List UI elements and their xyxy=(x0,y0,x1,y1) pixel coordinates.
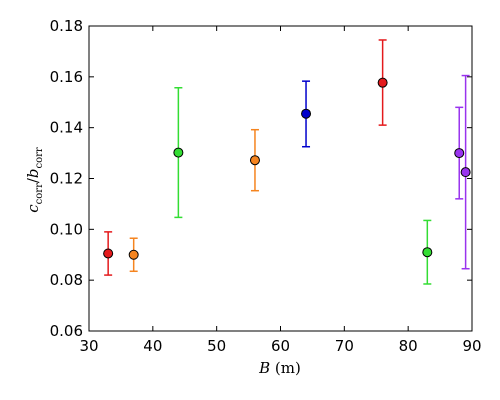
x-tick-label: 90 xyxy=(462,337,481,355)
x-axis-label: B (m) xyxy=(258,359,301,377)
x-tick-label: 60 xyxy=(271,337,290,355)
data-point xyxy=(173,87,184,219)
data-point xyxy=(377,39,388,126)
data-markers xyxy=(103,39,471,285)
data-point xyxy=(454,106,465,200)
marker xyxy=(377,77,388,88)
marker xyxy=(454,148,465,159)
y-tick-label: 0.14 xyxy=(50,119,83,137)
data-point xyxy=(103,231,114,276)
data-point xyxy=(460,74,471,270)
data-point xyxy=(422,219,433,285)
marker xyxy=(301,108,312,119)
data-point xyxy=(128,237,139,273)
y-tick-label: 0.12 xyxy=(50,170,83,188)
y-tick-label: 0.16 xyxy=(50,68,83,86)
y-tick-label: 0.06 xyxy=(50,322,83,340)
y-tick-label: 0.08 xyxy=(50,271,83,289)
marker xyxy=(103,248,114,259)
data-point xyxy=(249,128,260,192)
tick-labels: 30 40 50 60 70 80 90 0.06 0.08 0.10 0.12 0.14 0.16 0.… xyxy=(50,17,482,355)
marker xyxy=(128,249,139,260)
plot-area xyxy=(88,25,473,332)
x-tick-label: 30 xyxy=(79,337,98,355)
x-tick-label: 40 xyxy=(143,337,162,355)
x-tick-label: 70 xyxy=(335,337,354,355)
y-axis-label: ccorr/bcorr xyxy=(24,147,45,213)
marker xyxy=(422,247,433,258)
x-tick-label: 50 xyxy=(207,337,226,355)
y-tick-label: 0.18 xyxy=(50,17,83,35)
data-point xyxy=(301,80,312,148)
marker xyxy=(249,155,260,166)
marker xyxy=(460,167,471,178)
axis-ticks xyxy=(88,25,473,332)
x-tick-label: 80 xyxy=(399,337,418,355)
y-tick-label: 0.10 xyxy=(50,220,83,238)
marker xyxy=(173,147,184,158)
